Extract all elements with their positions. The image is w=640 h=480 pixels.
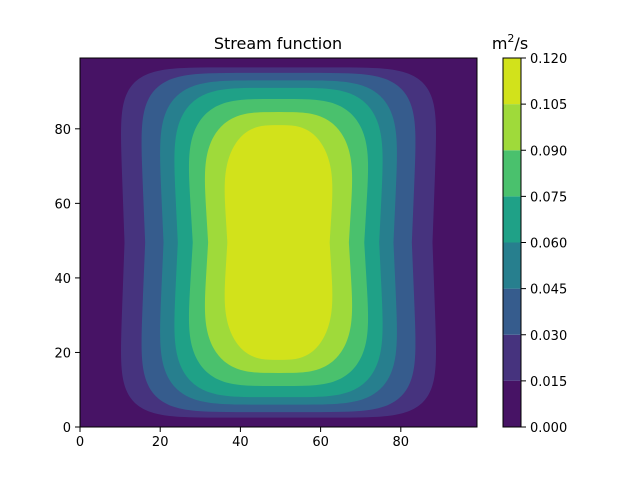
colorbar-band-7	[503, 58, 521, 105]
colorbar-tick-label: 0.045	[530, 283, 567, 298]
colorbar-tick-label: 0.015	[530, 375, 567, 390]
colorbar-tick-label: 0.030	[530, 329, 567, 344]
y-tick-label: 20	[54, 346, 71, 361]
colorbar-tick-label: 0.060	[530, 237, 567, 252]
x-tick-label: 40	[232, 435, 249, 450]
colorbar-tick-label: 0.120	[530, 52, 567, 67]
plot-frame	[79, 57, 478, 428]
x-tick-label: 80	[393, 435, 410, 450]
x-tick-label: 0	[76, 435, 84, 450]
contour-area	[80, 58, 477, 427]
colorbar	[503, 58, 521, 427]
y-tick-label: 60	[54, 197, 71, 212]
x-tick-label: 20	[152, 435, 169, 450]
colorbar-tick-label: 0.075	[530, 190, 567, 205]
colorbar-band-5	[503, 150, 521, 197]
chart-title: Stream function	[214, 34, 342, 53]
colorbar-tick-label: 0.090	[530, 144, 567, 159]
colorbar-band-1	[503, 334, 521, 381]
y-axis: 0 20 40 60 80	[54, 123, 80, 436]
colorbar-band-0	[503, 380, 521, 427]
y-tick-label: 80	[54, 123, 71, 138]
x-axis: 0 20 40 60 80	[76, 427, 409, 450]
colorbar-band-4	[503, 196, 521, 243]
colorbar-label: m2/s	[492, 32, 528, 53]
colorbar-band-2	[503, 288, 521, 335]
colorbar-axis: 0.000 0.015 0.030 0.045 0.060 0.075 0.090 0.105…	[521, 52, 567, 436]
y-tick-label: 0	[63, 421, 71, 436]
colorbar-tick-label: 0.000	[530, 421, 567, 436]
y-tick-label: 40	[54, 272, 71, 287]
x-tick-label: 60	[312, 435, 329, 450]
contour-band-7	[224, 125, 333, 360]
colorbar-band-3	[503, 242, 521, 289]
colorbar-band-6	[503, 104, 521, 151]
colorbar-tick-label: 0.105	[530, 98, 567, 113]
